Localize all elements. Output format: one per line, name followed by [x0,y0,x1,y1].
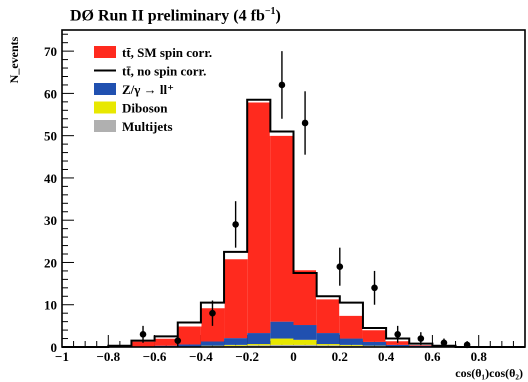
x-axis-label: cos(θ₁)cos(θ₂) [455,366,523,380]
bar-z-ll- [339,338,363,345]
legend-label: Z/γ → ll⁺ [122,82,174,97]
bar-tt-sm-spin-corr- [131,341,155,347]
data-point [336,263,344,270]
bar-diboson [224,344,248,346]
bar-z-ll- [247,333,271,345]
bar-z-ll- [316,333,340,345]
bar-tt-sm-spin-corr- [247,101,271,334]
x-tick-label: 0 [290,349,297,364]
x-tick-label: 0.4 [378,349,395,364]
x-tick-label: 0.2 [332,349,348,364]
data-point [417,335,425,342]
bar-tt-sm-spin-corr- [409,344,433,346]
data-point [301,119,309,127]
y-tick-label: 10 [44,298,57,313]
bar-diboson [339,344,363,346]
data-point [371,284,378,292]
y-tick-label: 50 [44,129,57,144]
bar-diboson [293,339,317,345]
title-close: ) [275,7,281,25]
no-spin-corr-line [62,98,525,348]
plot-frame [61,29,526,348]
bar-diboson [270,338,294,345]
bar-multijets [270,344,294,347]
x-tick-label: −1 [55,349,69,364]
legend-swatch [94,46,116,58]
x-tick-label: −0.6 [143,349,167,364]
bar-z-ll- [200,341,225,346]
legend: tt̄, SM spin corr. tt̄, no spin corr. Z/γ … [94,45,212,134]
data-point [232,221,239,228]
y-tick-label: 70 [44,44,57,59]
bar-z-ll- [293,325,317,340]
y-tick-label: 20 [44,255,57,270]
bar-tt-sm-spin-corr- [224,258,248,339]
bar-z-ll- [224,338,248,345]
data-point [209,309,216,317]
data-point [394,331,401,338]
y-tick-label: 40 [44,171,57,186]
bar-tt-sm-spin-corr- [339,315,363,339]
bar-tt-sm-spin-corr- [293,269,317,326]
legend-swatch [94,83,116,95]
bar-tt-sm-spin-corr- [316,298,340,334]
no-spin-corr-line-layer [62,98,525,348]
x-tick-label: 0.8 [471,349,488,364]
chart-title: DØ Run II preliminary (4 fb−1) [70,6,281,25]
data-point [440,339,448,347]
y-tick-label: 30 [44,213,57,228]
legend-swatch [94,101,116,114]
data-point [278,81,286,89]
x-tick-label: −0.2 [235,349,259,364]
x-tick-label: −0.8 [96,349,120,364]
stacked-bars-layer [131,101,456,347]
y-tick-label: 0 [51,340,58,355]
legend-label: tt̄, SM spin corr. [122,45,212,60]
legend-swatch [94,120,116,132]
y-tick-label: 60 [44,86,57,101]
bar-tt-sm-spin-corr- [270,135,294,322]
bar-diboson [316,344,340,346]
bar-tt-sm-spin-corr- [177,325,201,345]
bar-z-ll- [386,344,410,347]
y-axis-label: N_events [7,36,21,83]
legend-label: tt̄, no spin corr. [122,64,206,79]
tick-labels-layer: 0 10 20 30 40 50 60 70 −1 −0.8 −0.6 −0.4 −0.2 0 0.2 0.4… [44,44,487,364]
bar-diboson [247,344,271,346]
x-tick-label: 0.6 [424,349,441,364]
data-points-layer [139,51,471,349]
title-exponent: −1 [264,6,276,17]
bar-tt-sm-spin-corr- [154,338,178,346]
title-main: DØ Run II preliminary (4 fb [70,7,265,25]
data-point [174,337,182,344]
legend-label: Diboson [122,101,168,116]
bar-multijets [247,345,271,347]
bar-multijets [316,345,340,347]
bar-z-ll- [270,321,294,339]
data-point [139,331,147,338]
legend-label: Multijets [122,119,173,134]
bar-tt-sm-spin-corr- [362,329,387,342]
bar-multijets [293,344,317,347]
bar-z-ll- [362,341,387,346]
x-tick-label: −0.4 [189,349,213,364]
bar-z-ll- [177,344,201,347]
